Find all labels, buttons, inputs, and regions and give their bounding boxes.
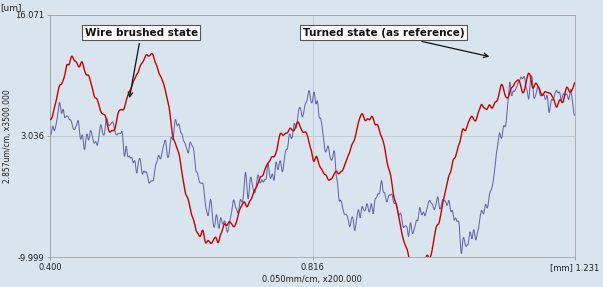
Text: Wire brushed state: Wire brushed state xyxy=(84,28,198,97)
Text: Turned state (as reference): Turned state (as reference) xyxy=(303,28,488,57)
Y-axis label: 2.857um/cm, x3500.000: 2.857um/cm, x3500.000 xyxy=(4,89,13,183)
Text: [um]: [um] xyxy=(0,3,21,12)
X-axis label: 0.050mm/cm, x200.000: 0.050mm/cm, x200.000 xyxy=(262,275,362,284)
